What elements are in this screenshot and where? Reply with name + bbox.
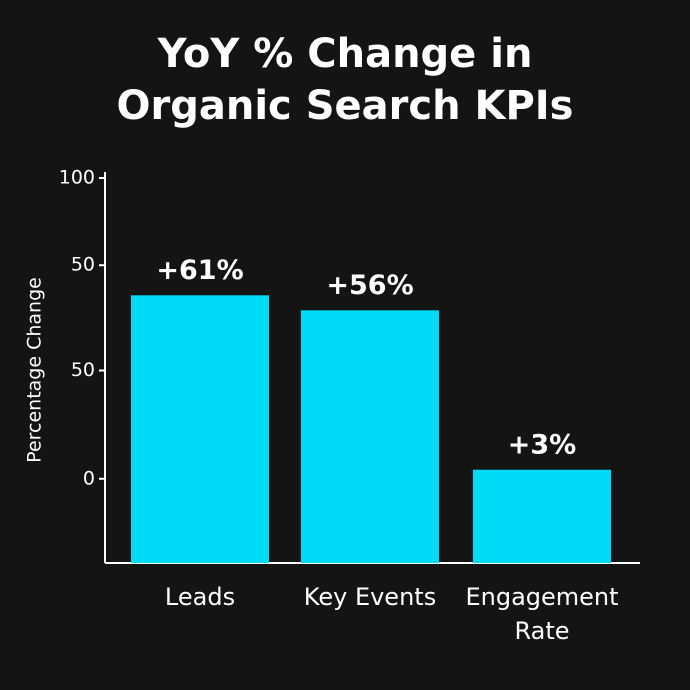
value-label: +61% — [156, 255, 243, 286]
y-tick-label: 0 — [83, 467, 95, 489]
chart-title: YoY % Change in Organic Search KPIs — [116, 31, 574, 129]
value-label: +3% — [508, 429, 576, 460]
y-tick-label: 50 — [71, 359, 95, 381]
bar — [131, 295, 269, 563]
value-label: +56% — [326, 270, 413, 301]
y-tick-label: 100 — [59, 167, 95, 189]
x-tick-label: Leads — [164, 583, 236, 611]
bar — [301, 310, 439, 563]
y-axis-label: Percentage Change — [24, 277, 46, 463]
bar — [473, 469, 611, 563]
x-tick-label: Engagement Rate — [465, 583, 619, 645]
y-tick-label: 50 — [71, 254, 95, 276]
x-tick-label: Key Events — [303, 583, 437, 611]
